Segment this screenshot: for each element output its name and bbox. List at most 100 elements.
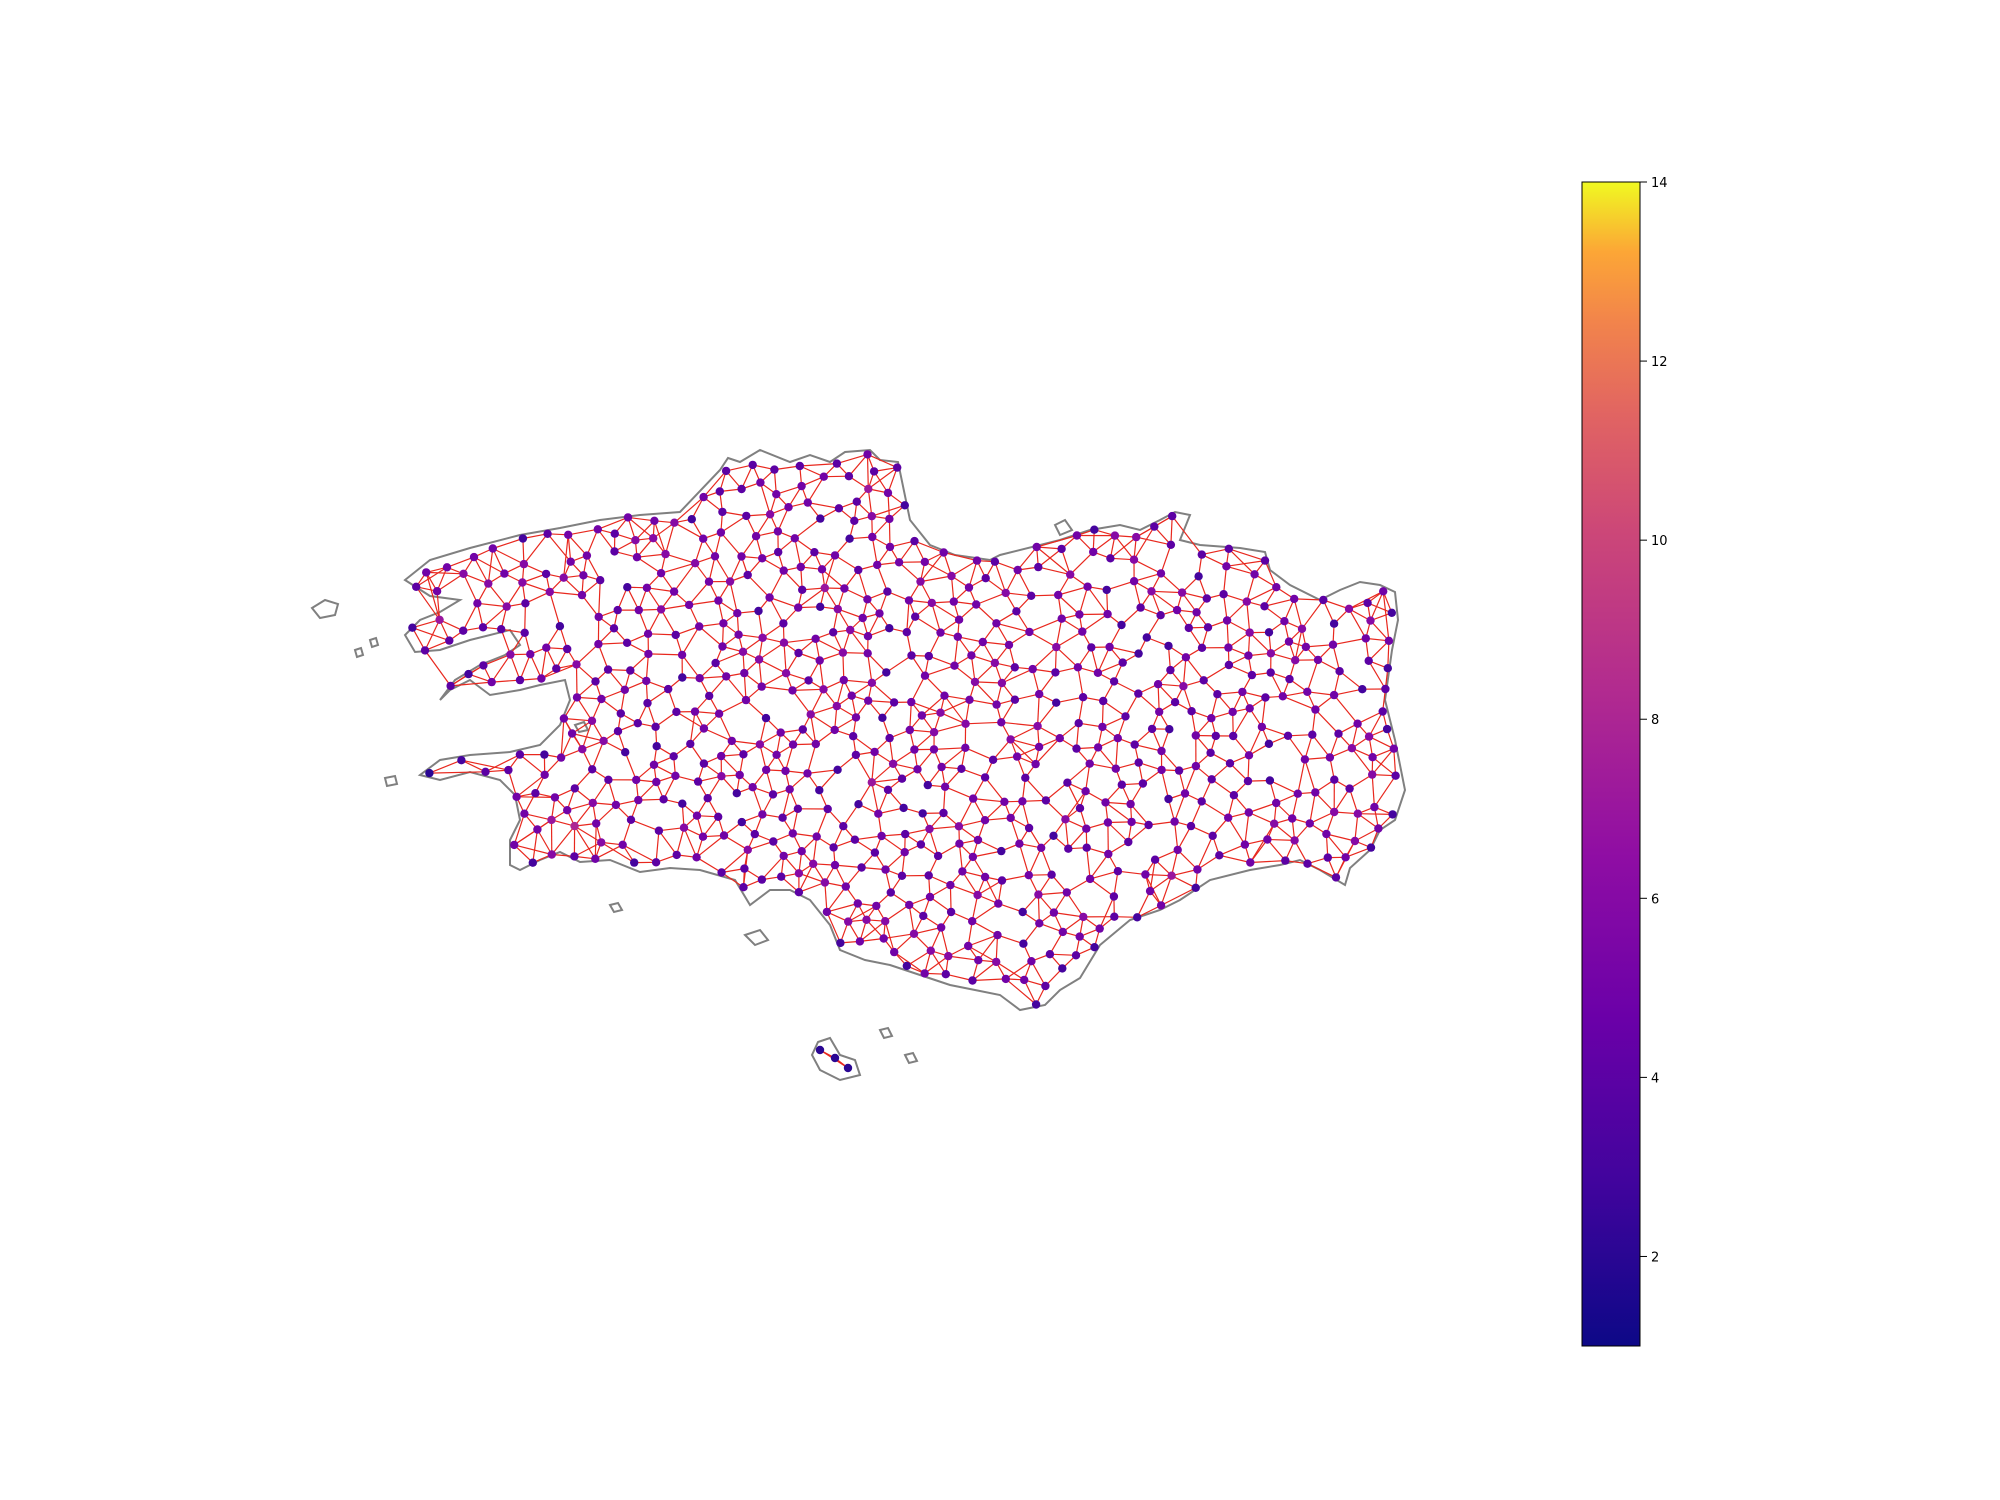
network-node (1280, 617, 1289, 626)
network-edge (703, 727, 733, 742)
network-edge (995, 935, 999, 962)
network-node (863, 595, 872, 604)
network-edge (1184, 765, 1197, 794)
network-edge (1064, 790, 1087, 820)
network-edge (984, 817, 1011, 821)
network-node (1045, 950, 1055, 959)
network-edge (676, 827, 685, 856)
map-plot-area (310, 448, 1407, 1082)
network-node (958, 867, 967, 876)
network-node (816, 602, 825, 611)
network-node (843, 1063, 853, 1073)
network-edge (1151, 590, 1178, 611)
network-node (572, 660, 581, 669)
network-node (716, 528, 726, 537)
network-node (1305, 819, 1315, 828)
network-edge (1261, 697, 1266, 727)
network-edge (689, 600, 719, 606)
network-edge (1171, 868, 1198, 877)
network-edge (1333, 688, 1363, 696)
network-edge (563, 577, 583, 596)
network-node (1066, 570, 1075, 579)
network-node (704, 577, 714, 586)
network-node (844, 472, 854, 481)
network-edge (1223, 566, 1227, 595)
network-node (964, 941, 973, 951)
network-edge (783, 638, 816, 644)
network-node (1166, 540, 1176, 549)
network-edge (824, 882, 828, 912)
network-edge (1322, 599, 1335, 624)
network-edge (1148, 821, 1175, 826)
network-node (772, 490, 781, 499)
network-node (936, 628, 945, 637)
network-node (1019, 939, 1028, 948)
network-edge (837, 608, 863, 619)
network-node (1330, 807, 1339, 817)
network-node (541, 569, 551, 579)
network-node (1270, 819, 1279, 828)
network-edge (665, 553, 696, 564)
network-edge (826, 902, 858, 913)
network-edge (549, 591, 561, 627)
network-node (1224, 544, 1234, 553)
network-node (1370, 802, 1379, 812)
network-edge (1170, 516, 1173, 545)
network-node (878, 713, 887, 722)
network-edge (425, 572, 441, 620)
network-node (776, 728, 785, 737)
network-node (1247, 670, 1257, 680)
network-edge (513, 844, 534, 864)
network-node (616, 709, 625, 718)
network-node (632, 775, 641, 785)
network-edge (718, 699, 747, 715)
network-node (803, 769, 812, 778)
network-edge (1136, 904, 1162, 918)
network-edge (944, 786, 974, 800)
network-edge (1160, 875, 1173, 906)
network-edge (473, 556, 505, 575)
network-node (1206, 748, 1215, 757)
network-edge (1185, 656, 1205, 681)
network-node (512, 792, 521, 801)
network-node (543, 529, 552, 538)
network-node (1106, 554, 1115, 563)
network-edge (908, 904, 915, 934)
network-edge (877, 789, 889, 814)
network-node (788, 686, 797, 695)
network-edge (522, 538, 525, 565)
network-edge (1371, 774, 1375, 808)
network-node (1085, 759, 1094, 768)
network-edge (1097, 646, 1111, 674)
network-edge (929, 825, 959, 830)
network-node (784, 503, 793, 512)
network-edge (574, 802, 594, 827)
network-node (894, 558, 904, 567)
network-edge (450, 681, 492, 687)
network-node (968, 976, 977, 985)
network-edge (1066, 892, 1084, 918)
network-edge (591, 740, 605, 770)
network-node (1079, 912, 1088, 922)
network-node (781, 669, 791, 678)
network-node (923, 780, 932, 790)
network-node (1186, 821, 1196, 831)
network-edge (1371, 748, 1395, 775)
network-edge (1001, 721, 1038, 727)
network-node (1075, 932, 1084, 941)
network-edge (1246, 574, 1256, 602)
network-node (531, 789, 540, 798)
network-node (677, 650, 687, 660)
network-node (900, 501, 909, 510)
network-node (1207, 714, 1216, 723)
network-node (717, 751, 726, 761)
network-edge (597, 528, 615, 552)
network-edge (1137, 693, 1160, 713)
network-node (1308, 730, 1317, 739)
network-edge (1086, 847, 1091, 879)
network-node (542, 643, 551, 652)
network-node (897, 871, 907, 880)
network-node (1058, 927, 1068, 937)
network-node (1194, 572, 1203, 581)
network-edge (868, 700, 895, 703)
